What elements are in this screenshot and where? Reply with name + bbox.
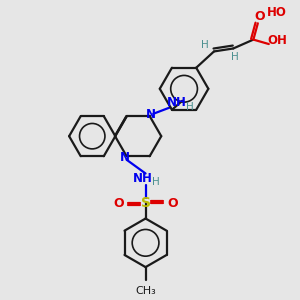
Text: N: N xyxy=(146,108,156,121)
Text: H: H xyxy=(201,40,209,50)
Text: OH: OH xyxy=(268,34,288,47)
Text: S: S xyxy=(141,196,151,210)
Text: N: N xyxy=(120,151,130,164)
Text: CH₃: CH₃ xyxy=(135,286,156,296)
Text: NH: NH xyxy=(133,172,153,185)
Text: H: H xyxy=(152,177,160,187)
Text: HO: HO xyxy=(267,6,287,20)
Text: H: H xyxy=(186,102,194,112)
Text: H: H xyxy=(231,52,239,62)
Text: NH: NH xyxy=(167,96,187,109)
Text: O: O xyxy=(114,196,124,210)
Text: O: O xyxy=(254,10,265,23)
Text: O: O xyxy=(167,196,178,210)
